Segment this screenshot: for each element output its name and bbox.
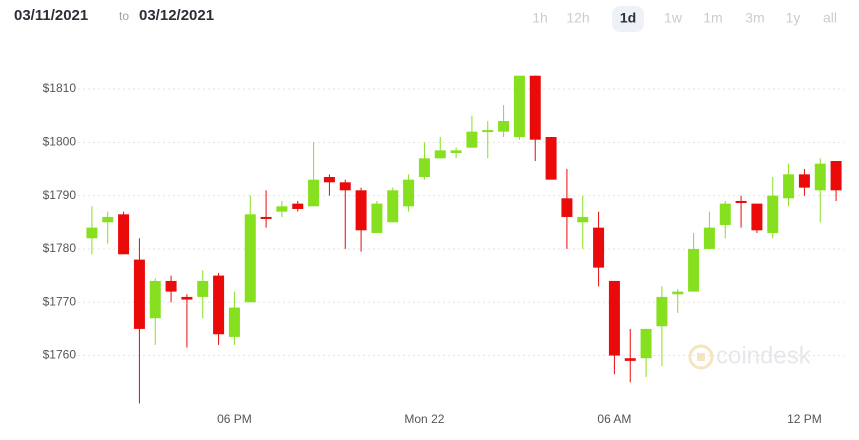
candle-body <box>86 227 98 239</box>
range-selector: 1h 12h 1d 1w 1m 3m 1y all <box>532 6 837 32</box>
candle-body <box>323 176 335 183</box>
candle-body <box>498 121 510 132</box>
candle-body <box>434 150 446 159</box>
candle-body <box>355 190 367 231</box>
candle-body <box>640 328 652 359</box>
candle-body <box>688 248 700 292</box>
candle-body <box>830 161 842 191</box>
candle-body <box>228 307 240 337</box>
watermark-icon <box>697 353 705 361</box>
candle-body <box>133 259 145 329</box>
x-tick-label: 12 PM <box>787 412 822 426</box>
candle-body <box>466 131 478 148</box>
candle-body <box>545 137 557 180</box>
candle-body <box>339 182 351 191</box>
y-tick-label: $1760 <box>43 348 77 362</box>
range-button[interactable]: 1d <box>620 10 636 26</box>
y-tick-label: $1770 <box>43 294 77 308</box>
candle-body <box>181 296 193 300</box>
candle-body <box>593 227 605 268</box>
candle-body <box>783 174 795 199</box>
range-button[interactable]: 1m <box>703 10 722 26</box>
date-sep: to <box>119 9 129 23</box>
candle-body <box>197 280 209 297</box>
candle-body <box>292 203 304 209</box>
y-tick-label: $1780 <box>43 241 77 255</box>
range-button[interactable]: 1h <box>532 10 548 26</box>
watermark-icon <box>688 344 714 370</box>
candle-body <box>608 280 620 356</box>
y-tick-label: $1790 <box>43 188 77 202</box>
candle-body <box>577 216 589 223</box>
candle-body <box>308 179 320 207</box>
x-tick-label: 06 AM <box>597 412 631 426</box>
candle-body <box>529 75 541 140</box>
candle-body <box>798 174 810 188</box>
candle-body <box>149 280 161 319</box>
candle-body <box>513 75 525 138</box>
candle-body <box>703 227 715 249</box>
candle-body <box>767 195 779 233</box>
candle-body <box>482 130 494 133</box>
candle-body <box>118 214 130 255</box>
candle-body <box>213 275 225 335</box>
candle-body <box>561 198 573 217</box>
candle-body <box>371 203 383 233</box>
candle-body <box>450 150 462 154</box>
candle-body <box>624 358 636 361</box>
date-from: 03/11/2021 <box>14 7 88 24</box>
candle-body <box>751 203 763 231</box>
candle-body <box>244 214 256 303</box>
range-selected-bg <box>612 6 644 32</box>
candle-body <box>165 280 177 292</box>
x-tick-label: Mon 22 <box>404 412 444 426</box>
range-button[interactable]: 12h <box>566 10 589 26</box>
range-button[interactable]: 3m <box>745 10 764 26</box>
candle-body <box>814 163 826 191</box>
candle-body <box>656 296 668 327</box>
range-button[interactable]: all <box>823 10 837 26</box>
candle-body <box>387 190 399 223</box>
candle-body <box>719 203 731 225</box>
date-to: 03/12/2021 <box>139 7 214 24</box>
x-tick-label: 06 PM <box>217 412 252 426</box>
candle-body <box>276 206 288 212</box>
range-button[interactable]: 1w <box>664 10 683 26</box>
y-tick-label: $1800 <box>43 135 77 149</box>
candle-body <box>403 179 415 207</box>
candle-body <box>102 216 114 223</box>
candle-body <box>735 200 747 203</box>
candle-body <box>260 216 272 219</box>
candle-body <box>672 291 684 295</box>
range-button[interactable]: 1y <box>786 10 801 26</box>
y-tick-label: $1810 <box>43 81 77 95</box>
candle-body <box>418 158 430 177</box>
